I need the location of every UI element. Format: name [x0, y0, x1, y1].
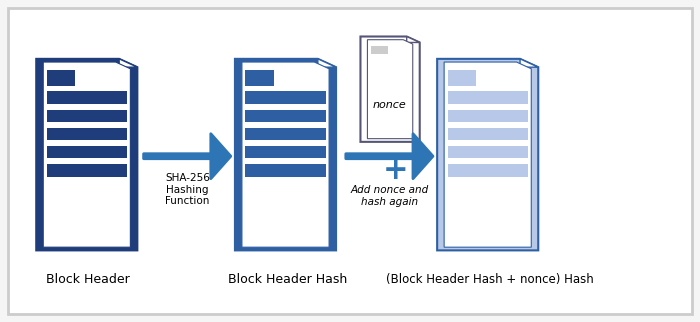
- Text: Block Header: Block Header: [46, 273, 130, 286]
- FancyBboxPatch shape: [47, 71, 75, 86]
- FancyBboxPatch shape: [447, 146, 528, 158]
- FancyBboxPatch shape: [246, 164, 326, 177]
- FancyBboxPatch shape: [447, 91, 528, 104]
- Polygon shape: [360, 36, 420, 142]
- Polygon shape: [368, 40, 413, 139]
- Polygon shape: [119, 59, 137, 67]
- FancyBboxPatch shape: [47, 128, 127, 140]
- Polygon shape: [43, 62, 130, 247]
- Text: Block Header Hash: Block Header Hash: [228, 273, 347, 286]
- FancyBboxPatch shape: [246, 71, 274, 86]
- FancyBboxPatch shape: [447, 109, 528, 122]
- FancyBboxPatch shape: [447, 164, 528, 177]
- Polygon shape: [520, 59, 538, 67]
- Text: Add nonce and
hash again: Add nonce and hash again: [351, 185, 429, 207]
- FancyBboxPatch shape: [447, 71, 476, 86]
- FancyBboxPatch shape: [47, 91, 127, 104]
- FancyBboxPatch shape: [447, 128, 528, 140]
- FancyBboxPatch shape: [47, 146, 127, 158]
- FancyBboxPatch shape: [246, 109, 326, 122]
- Polygon shape: [318, 59, 336, 67]
- FancyBboxPatch shape: [47, 109, 127, 122]
- FancyBboxPatch shape: [246, 91, 326, 104]
- Text: +: +: [382, 156, 408, 185]
- Polygon shape: [242, 62, 329, 247]
- Polygon shape: [235, 59, 336, 251]
- Polygon shape: [407, 36, 420, 43]
- Polygon shape: [36, 59, 137, 251]
- FancyBboxPatch shape: [246, 128, 326, 140]
- FancyBboxPatch shape: [47, 164, 127, 177]
- FancyBboxPatch shape: [8, 8, 692, 314]
- FancyBboxPatch shape: [246, 146, 326, 158]
- Text: (Block Header Hash + nonce) Hash: (Block Header Hash + nonce) Hash: [386, 273, 594, 286]
- Text: SHA-256
Hashing
Function: SHA-256 Hashing Function: [165, 173, 210, 206]
- Text: nonce: nonce: [372, 100, 406, 110]
- Polygon shape: [444, 62, 531, 247]
- Polygon shape: [438, 59, 538, 251]
- FancyBboxPatch shape: [371, 46, 388, 54]
